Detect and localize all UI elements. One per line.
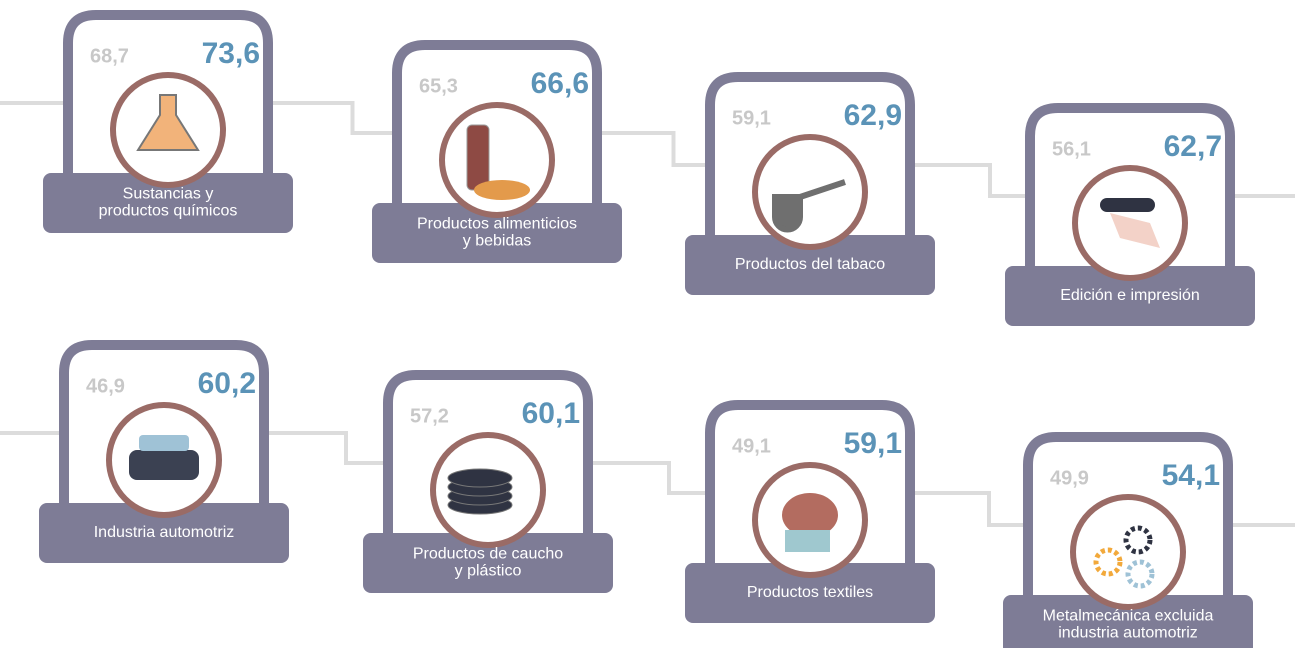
- current-value: 54,1: [1162, 459, 1220, 492]
- card-label: productos químicos: [99, 203, 238, 220]
- icon: [448, 469, 512, 514]
- current-value: 60,1: [522, 397, 580, 430]
- infographic: 68,7 73,6 Sustancias yproductos químicos 65…: [0, 0, 1295, 648]
- previous-value: 49,9: [1050, 467, 1089, 489]
- previous-value: 57,2: [410, 405, 449, 427]
- windshield: [139, 435, 189, 451]
- icon: [782, 493, 838, 552]
- card-label: y bebidas: [463, 233, 532, 250]
- card-label: Metalmecánica excluida: [1043, 608, 1214, 625]
- card-label: Productos del tabaco: [735, 256, 885, 273]
- current-value: 62,9: [844, 99, 902, 132]
- tire: [448, 469, 512, 487]
- previous-value: 59,1: [732, 107, 771, 129]
- shorts: [785, 530, 830, 552]
- previous-value: 49,1: [732, 435, 771, 457]
- card-label: Productos alimenticios: [417, 216, 577, 233]
- icon-ring: [1073, 497, 1183, 607]
- card-label: Sustancias y: [123, 186, 214, 203]
- previous-value: 56,1: [1052, 138, 1091, 160]
- card-label: y plástico: [455, 563, 522, 580]
- card-label: Industria automotriz: [94, 524, 235, 541]
- roll: [1100, 198, 1155, 212]
- card-label: Edición e impresión: [1060, 287, 1200, 304]
- current-value: 59,1: [844, 427, 902, 460]
- current-value: 60,2: [198, 367, 256, 400]
- current-value: 66,6: [531, 67, 589, 100]
- car: [129, 450, 199, 480]
- current-value: 62,7: [1164, 130, 1222, 163]
- bottle: [467, 125, 489, 190]
- current-value: 73,6: [202, 37, 260, 70]
- previous-value: 65,3: [419, 75, 458, 97]
- bread: [474, 180, 530, 200]
- card-label: industria automotriz: [1058, 625, 1198, 642]
- previous-value: 68,7: [90, 45, 129, 67]
- previous-value: 46,9: [86, 375, 125, 397]
- card-label: Productos de caucho: [413, 546, 563, 563]
- card-label: Productos textiles: [747, 584, 873, 601]
- icon: [129, 435, 199, 480]
